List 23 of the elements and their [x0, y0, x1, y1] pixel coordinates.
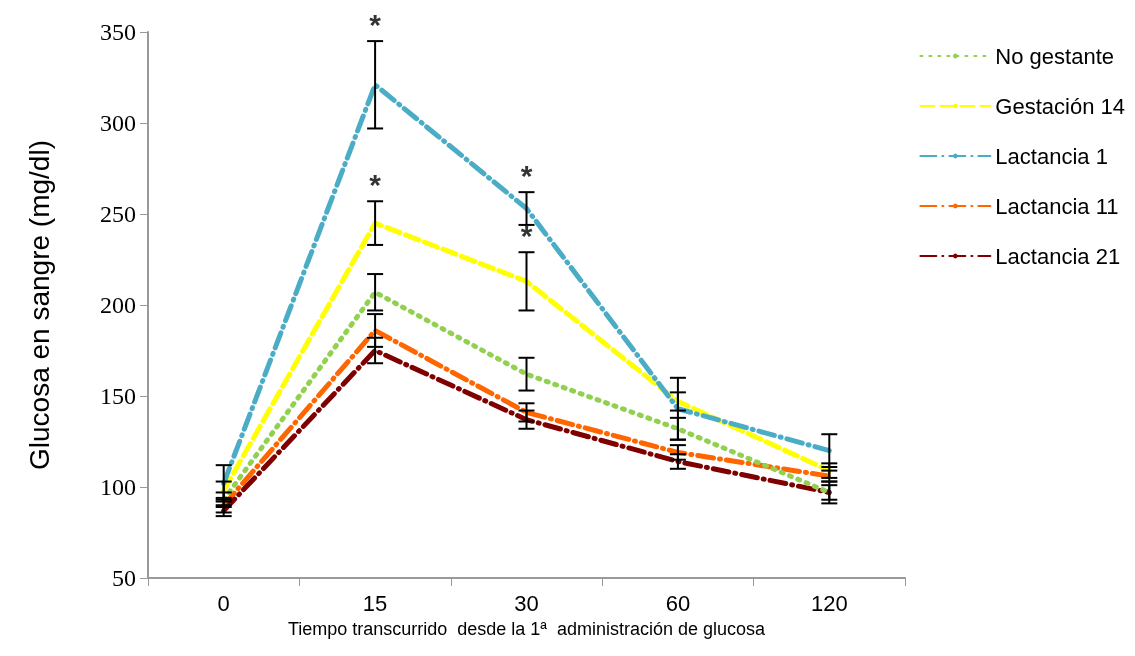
x-tick-label: 30 [514, 590, 539, 616]
x-tick-label: 60 [665, 590, 691, 616]
y-tick-label: 250 [100, 201, 136, 227]
annotation: * [369, 7, 382, 41]
annotation: * [369, 167, 382, 201]
legend-label: Lactancia 11 [995, 193, 1119, 219]
x-tick-label: 120 [810, 590, 848, 616]
y-tick-label: 200 [100, 292, 136, 318]
x-tick-label: 15 [362, 590, 388, 616]
x-axis-title: Tiempo transcurrido desde la 1ª administración de glucosa [287, 619, 767, 639]
legend-label: No gestante [995, 43, 1114, 69]
legend-label: Lactancia 1 [995, 143, 1108, 169]
annotation: * [520, 158, 533, 192]
legend-label: Lactancia 21 [995, 243, 1121, 269]
y-tick-label: 350 [100, 19, 136, 45]
y-axis-title: Glucosa en sangre (mg/dl) [23, 140, 55, 470]
annotation: * [520, 218, 533, 252]
y-tick-label: 100 [100, 474, 136, 500]
legend-label: Gestación 14 [995, 93, 1125, 119]
y-tick-label: 300 [100, 110, 136, 136]
x-tick-label: 0 [217, 590, 230, 616]
y-tick-label: 50 [112, 565, 136, 591]
y-tick-label: 150 [100, 383, 136, 409]
